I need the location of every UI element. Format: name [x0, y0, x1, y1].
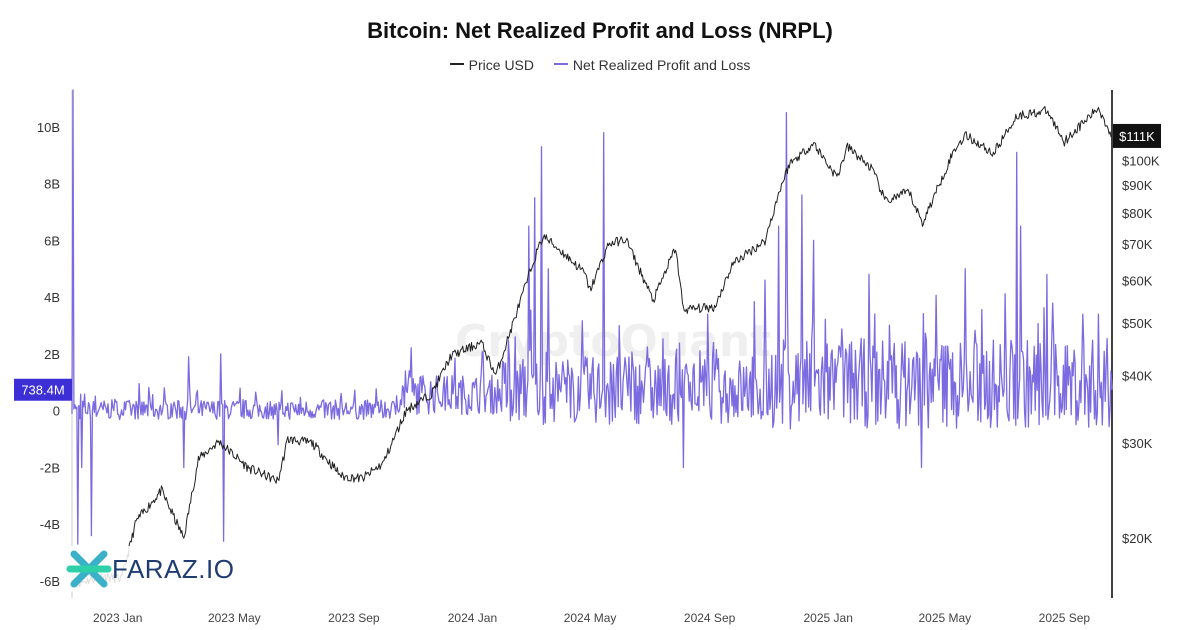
y-left-tick-label: -2B — [40, 460, 60, 475]
legend-item-price[interactable]: Price USD — [449, 57, 535, 73]
y-left-tick-label: -6B — [40, 574, 60, 589]
x-tick-label: 2023 Jan — [93, 611, 142, 625]
x-tick-label: 2025 Jan — [803, 611, 852, 625]
legend-swatch-nrpl — [553, 63, 568, 66]
legend-label-price: Price USD — [468, 57, 535, 73]
chart-legend: Price USD Net Realized Profit and Loss — [0, 57, 1200, 73]
legend-label-nrpl: Net Realized Profit and Loss — [572, 57, 751, 73]
y-left-tick-label: 4B — [44, 290, 60, 305]
x-tick-label: 2024 May — [564, 611, 617, 625]
x-tick-label: 2025 Sep — [1039, 611, 1091, 625]
y-right-tick-label: $30K — [1122, 436, 1153, 451]
y-left-tick-label: 0 — [53, 404, 60, 419]
price-last-value-label: $111K — [1119, 129, 1155, 144]
y-right-tick-label: $100K — [1122, 153, 1160, 168]
price-last-value-badge — [1113, 123, 1161, 148]
y-right-tick-label: $20K — [1122, 531, 1153, 546]
logo-text: FARAZ.IO — [112, 553, 235, 584]
x-tick-label: 2024 Sep — [684, 611, 736, 625]
price-series-line — [76, 106, 1113, 589]
y-left-tick-label: 8B — [44, 177, 60, 192]
nrpl-series-line — [71, 89, 1113, 545]
brand-logo: FARAZ.IO — [66, 546, 239, 592]
chart-title: Bitcoin: Net Realized Profit and Loss (N… — [367, 18, 833, 43]
asterisk-x-icon — [66, 550, 112, 588]
x-tick-label: 2023 Sep — [328, 611, 380, 625]
x-tick-label: 2023 May — [208, 611, 261, 625]
legend-swatch-price — [449, 63, 464, 66]
y-right-tick-label: $60K — [1122, 273, 1153, 288]
nrpl-last-value-badge — [14, 378, 72, 401]
y-right-tick-label: $90K — [1122, 178, 1153, 193]
y-left-tick-label: 2B — [44, 347, 60, 362]
y-right-tick-label: $40K — [1122, 368, 1153, 383]
y-left-tick-label: 6B — [44, 233, 60, 248]
y-left-tick-label: 10B — [37, 120, 60, 135]
legend-item-nrpl[interactable]: Net Realized Profit and Loss — [553, 57, 751, 73]
y-left-tick-label: -4B — [40, 517, 60, 532]
x-tick-label: 2025 May — [918, 611, 971, 625]
y-right-tick-label: $50K — [1122, 316, 1153, 331]
nrpl-last-value-label: 738.4M — [21, 383, 64, 398]
x-tick-label: 2024 Jan — [448, 611, 497, 625]
y-right-tick-label: $80K — [1122, 206, 1153, 221]
y-right-tick-label: $70K — [1122, 237, 1153, 252]
